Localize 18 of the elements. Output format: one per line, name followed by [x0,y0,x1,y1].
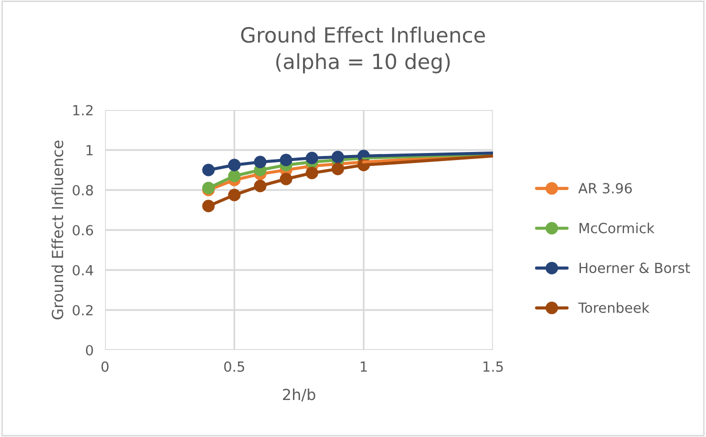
x-tick-label: 0 [101,361,108,372]
y-axis-title: Ground Effect Influence [51,140,64,320]
y-tick-label: 0 [86,344,93,356]
y-tick-label: 1 [86,145,93,156]
y-tick-label: 1.2 [73,104,92,116]
y-tick-label: 0.2 [72,304,92,316]
legend-label: Torenbeek [578,302,650,313]
chart-title: Ground Effect Influence (alpha = 10 deg) [241,26,485,74]
y-tick-label: 0.8 [72,184,93,196]
legend-label: AR 3.96 [578,182,632,194]
legend-label: McCormick [580,222,655,234]
x-tick-label: 1.5 [483,362,503,372]
x-tick-label: 1 [360,362,367,372]
legend-label: Hoerner & Borst [580,262,690,274]
y-tick-label: 0.6 [72,224,94,236]
y-tick-label: 0.4 [72,264,94,276]
x-tick-label: 0.5 [224,361,244,372]
x-axis-title: 2h/b [282,388,316,402]
